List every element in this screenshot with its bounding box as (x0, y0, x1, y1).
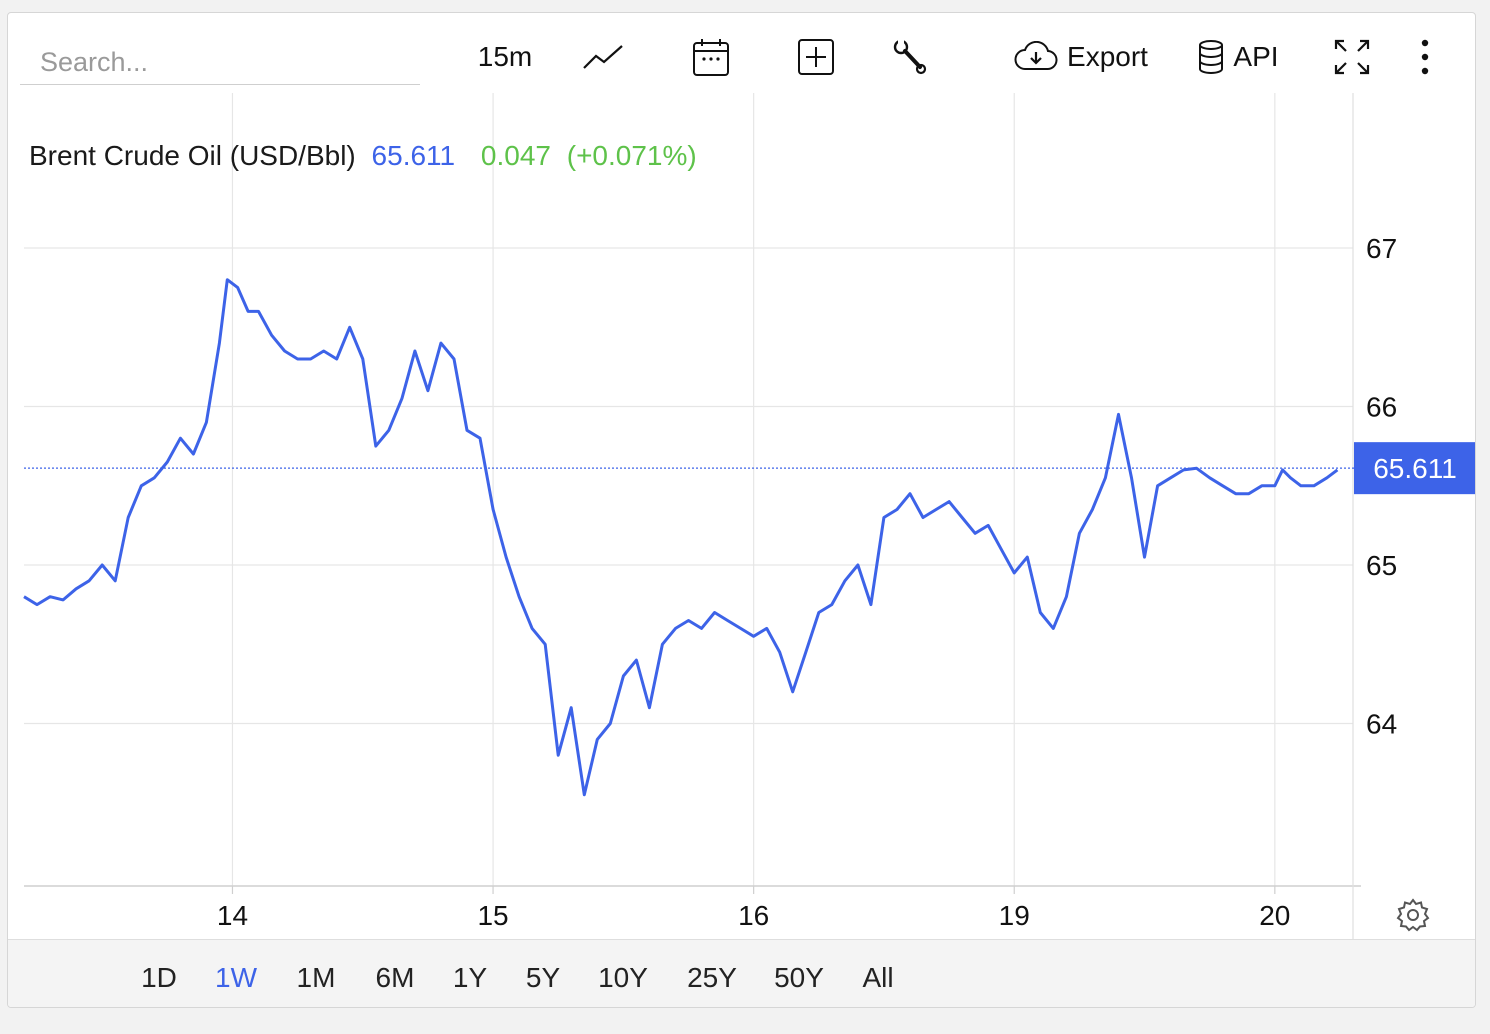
range-tab-all[interactable]: All (862, 962, 894, 993)
x-tick-label: 16 (738, 900, 769, 931)
last-price-badge: 65.611 (1354, 442, 1475, 495)
range-tab-1m[interactable]: 1M (296, 962, 336, 993)
api-label: API (1233, 41, 1279, 72)
chart-type-icon (583, 45, 623, 69)
range-tab-6m[interactable]: 6M (375, 962, 415, 993)
fullscreen-button[interactable] (1330, 35, 1374, 79)
range-tab-25y[interactable]: 25Y (687, 962, 737, 993)
range-tab-10y[interactable]: 10Y (598, 962, 648, 993)
export-button[interactable]: Export (1008, 35, 1153, 79)
add-indicator-button[interactable] (794, 35, 838, 79)
axes: 67 66 65 64 14 15 16 19 20 (24, 93, 1397, 939)
y-tick-label: 64 (1366, 709, 1397, 740)
y-tick-label: 65 (1366, 550, 1397, 581)
chart-settings-button[interactable] (1396, 898, 1430, 932)
x-tick-label: 19 (999, 900, 1030, 931)
y-tick-label: 66 (1366, 392, 1397, 423)
chart-type-button[interactable] (578, 35, 628, 79)
price-chart: 67 66 65 64 14 15 16 19 20 65.611 Brent Crude Oi… (23, 93, 1475, 939)
range-tab-1y[interactable]: 1Y (452, 962, 488, 993)
range-selector: 1D 1W 1M 6M 1Y 5Y 10Y 25Y 50Y All (8, 939, 1475, 1007)
tools-button[interactable] (888, 35, 932, 79)
last-price-badge-text: 65.611 (1373, 453, 1457, 484)
chart-widget: 15m (7, 12, 1476, 1008)
last-price-badge-box (1354, 442, 1475, 495)
grid (24, 93, 1353, 886)
chart-legend: Brent Crude Oil (USD/Bbl) 65.611 0.047 (… (29, 140, 697, 171)
toolbar: 15m (8, 13, 1475, 93)
price-series-line (23, 278, 1339, 797)
more-button[interactable] (1410, 35, 1440, 79)
calendar-icon (693, 39, 729, 76)
api-button[interactable]: API (1193, 35, 1283, 79)
export-label: Export (1067, 41, 1148, 72)
interval-label: 15m (477, 41, 533, 72)
range-tab-1w[interactable]: 1W (196, 962, 276, 1007)
x-tick-label: 20 (1259, 900, 1290, 931)
fullscreen-icon (1334, 39, 1370, 75)
more-icon (1421, 39, 1429, 75)
chart-title: Brent Crude Oil (USD/Bbl) (29, 140, 356, 171)
calendar-button[interactable] (688, 35, 734, 79)
database-icon (1199, 40, 1224, 74)
cloud-download-icon (1014, 41, 1058, 71)
gear-icon (1396, 898, 1430, 932)
y-tick-label: 67 (1366, 233, 1397, 264)
legend-change-pct: (+0.071%) (567, 140, 697, 171)
search-input[interactable] (20, 41, 420, 85)
legend-last-value: 65.611 (372, 140, 456, 171)
legend-change: 0.047 (481, 140, 551, 171)
x-tick-label: 15 (477, 900, 508, 931)
range-tab-5y[interactable]: 5Y (525, 962, 561, 993)
range-tab-50y[interactable]: 50Y (774, 962, 824, 993)
add-indicator-icon (798, 39, 834, 75)
wrench-icon (893, 38, 927, 75)
x-tick-label: 14 (217, 900, 248, 931)
interval-button[interactable]: 15m (470, 35, 540, 79)
range-tab-1d[interactable]: 1D (141, 962, 177, 993)
